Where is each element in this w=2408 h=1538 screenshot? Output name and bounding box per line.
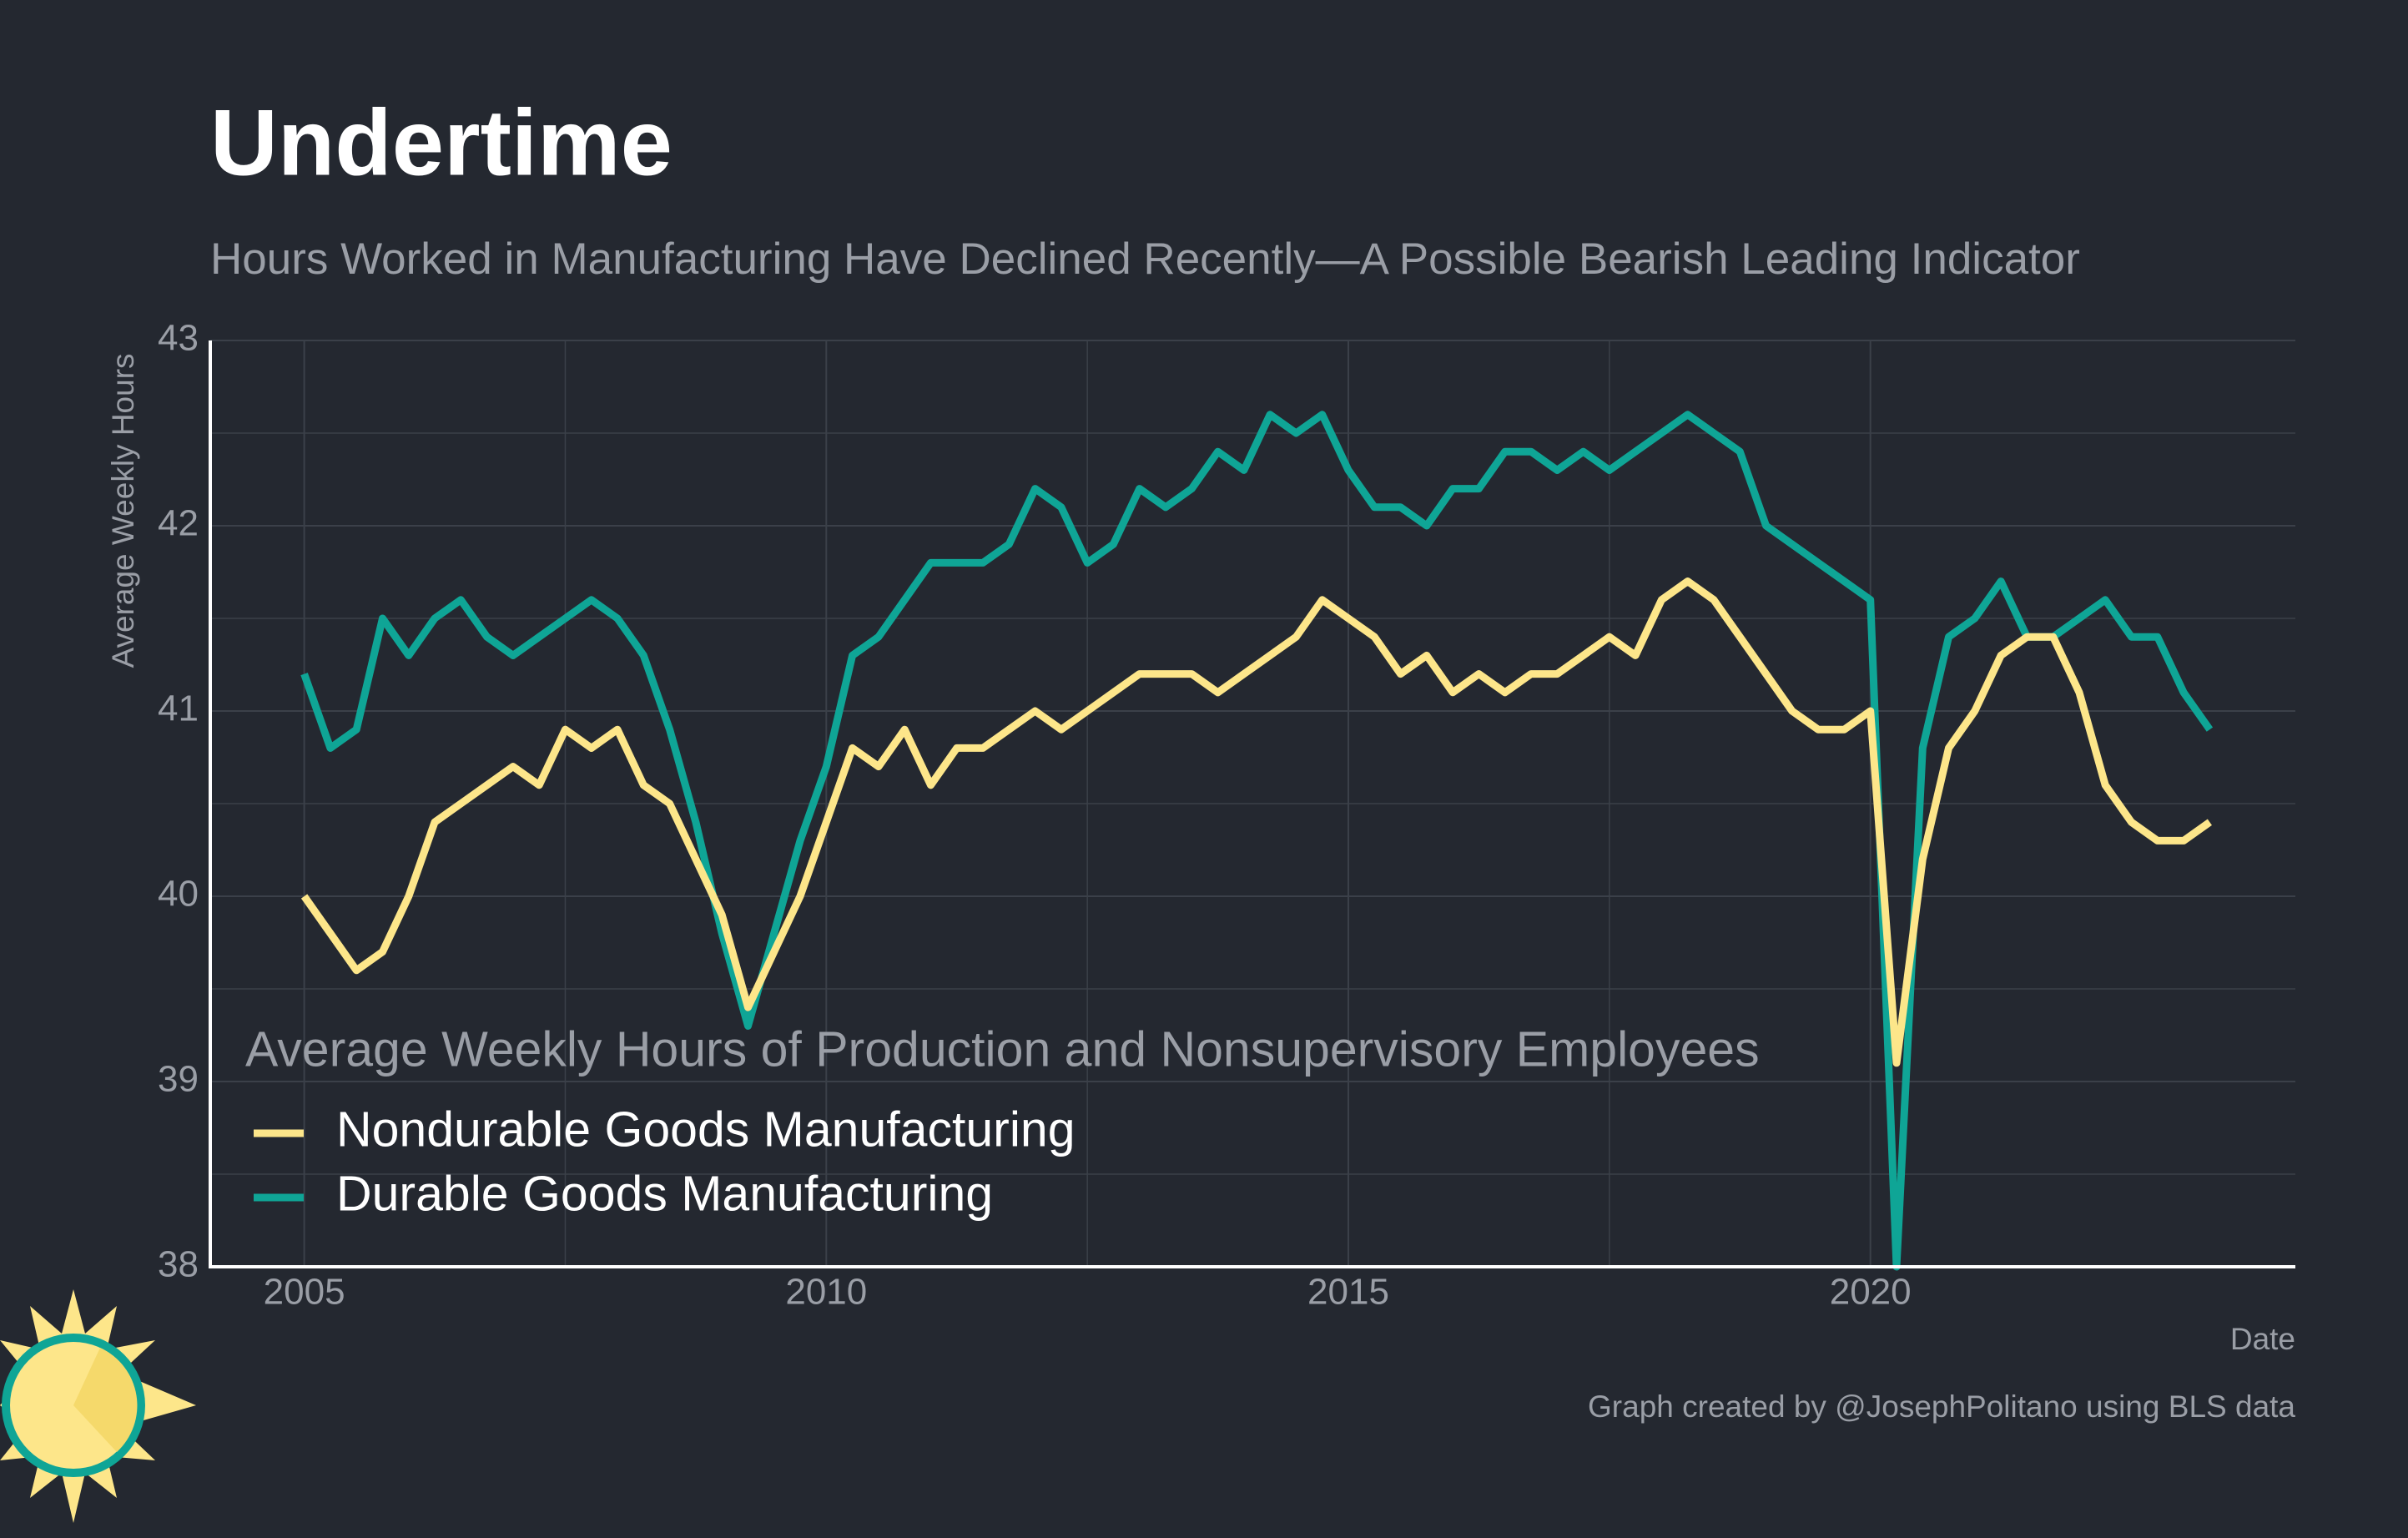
x-tick-label: 2015 — [1307, 1272, 1389, 1313]
grid — [210, 340, 2295, 1268]
data-line — [300, 411, 2214, 1271]
chart-subtitle: Hours Worked in Manufacturing Have Decli… — [210, 234, 2080, 284]
y-tick-label: 39 — [158, 1059, 199, 1100]
logo — [0, 1289, 196, 1523]
logo-shade — [73, 1348, 138, 1452]
chart-title: Undertime — [210, 91, 673, 195]
y-tick-label: 42 — [158, 503, 199, 544]
legend: Average Weekly Hours of Production and N… — [245, 1022, 1760, 1222]
y-tick-label: 40 — [158, 874, 199, 915]
x-tick-label: 2020 — [1830, 1272, 1912, 1313]
legend-label: Nondurable Goods Manufacturing — [336, 1102, 1076, 1157]
y-axis-label: Average Weekly Hours — [106, 353, 140, 668]
data-line — [300, 577, 2213, 1067]
x-tick-label: 2005 — [264, 1272, 345, 1313]
y-tick-label: 43 — [158, 318, 199, 359]
x-tick-label: 2010 — [785, 1272, 867, 1313]
legend-label: Durable Goods Manufacturing — [336, 1167, 993, 1222]
legend-title: Average Weekly Hours of Production and N… — [245, 1022, 1760, 1077]
x-axis-label: Date — [2230, 1322, 2295, 1356]
credit: Graph created by @JosephPolitano using B… — [1588, 1389, 2295, 1424]
y-tick-label: 41 — [158, 688, 199, 729]
y-tick-label: 38 — [158, 1244, 199, 1285]
